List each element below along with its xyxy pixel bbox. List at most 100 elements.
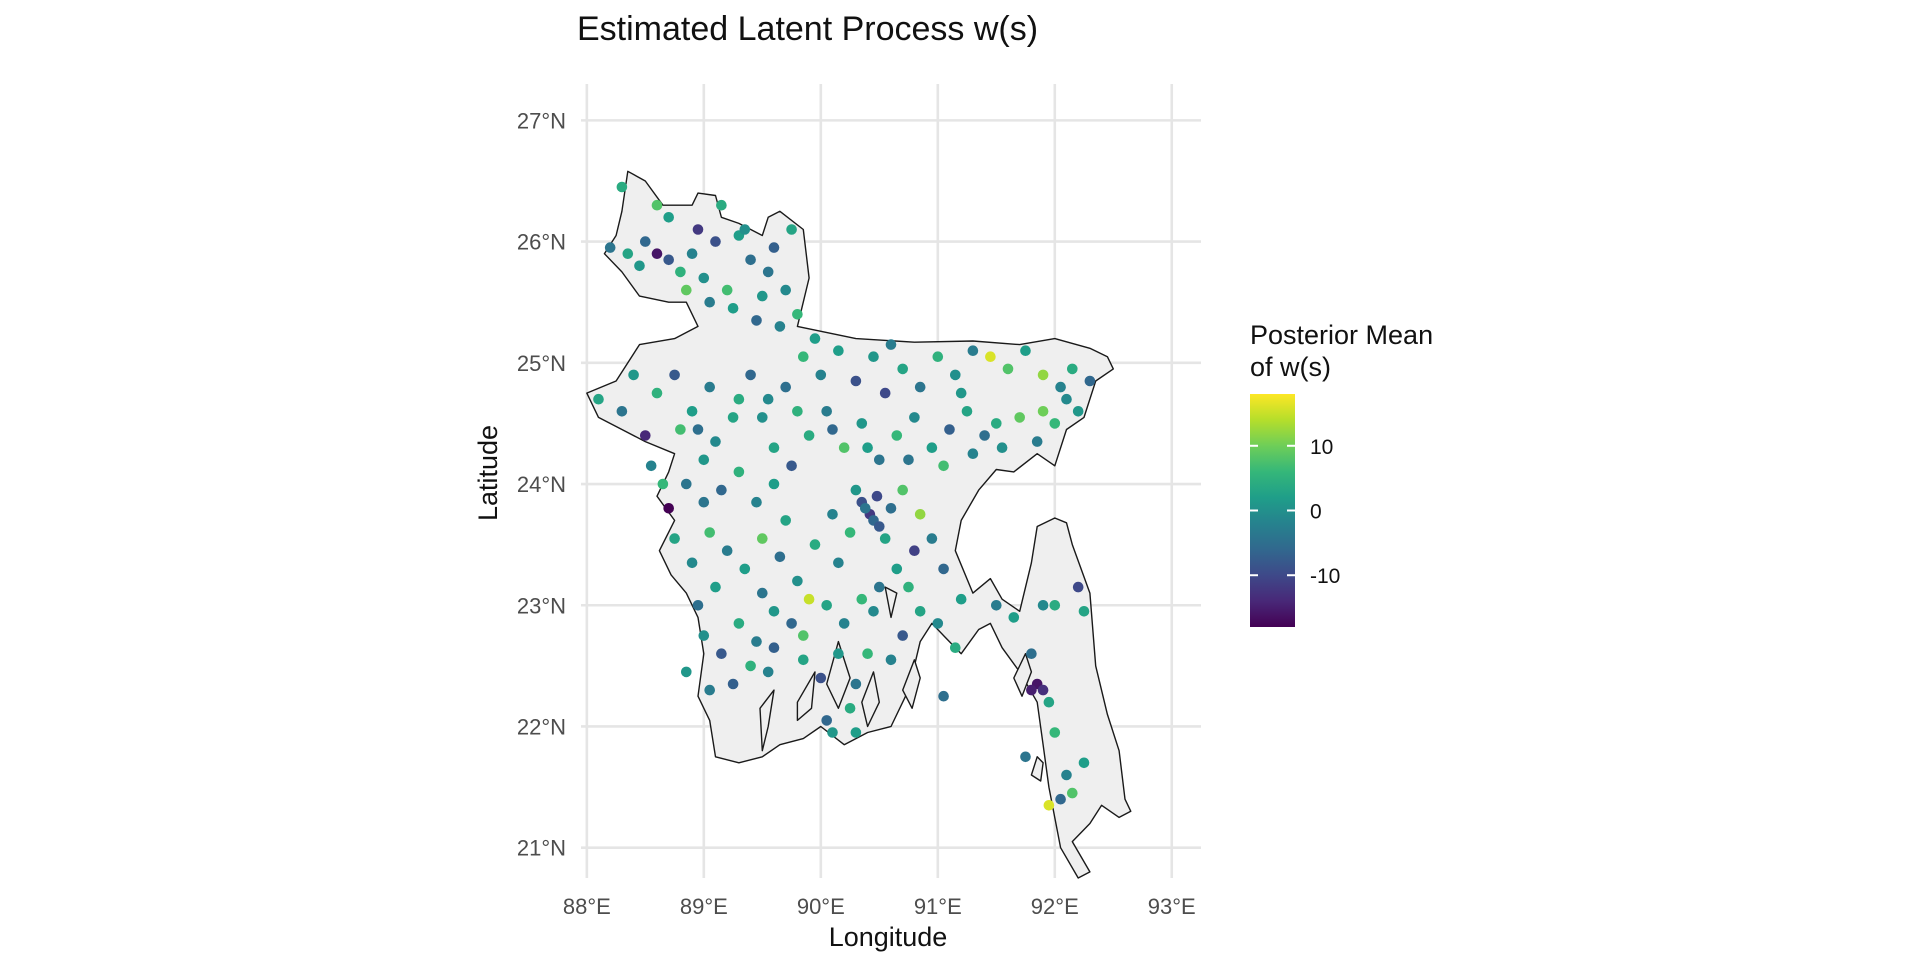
data-point-18 <box>768 242 780 253</box>
data-point-128 <box>798 654 809 666</box>
data-point-185 <box>757 587 768 599</box>
data-point-57 <box>1002 363 1014 375</box>
data-point-45 <box>798 351 809 363</box>
data-point-115 <box>821 600 832 611</box>
data-point-10 <box>686 248 698 259</box>
data-point-110 <box>909 545 920 556</box>
data-point-124 <box>710 581 721 593</box>
data-point-46 <box>815 369 827 381</box>
data-point-109 <box>926 533 938 544</box>
data-point-78 <box>803 430 815 441</box>
data-point-93 <box>774 551 786 563</box>
y-axis-ticks: 21°N 22°N 23°N 24°N 25°N 26°N 27°N <box>517 108 566 860</box>
data-point-39 <box>710 436 721 447</box>
data-point-153 <box>1043 800 1055 811</box>
data-point-132 <box>862 648 873 659</box>
data-point-120 <box>733 618 745 629</box>
data-point-97 <box>844 527 856 538</box>
data-point-147 <box>1026 684 1037 696</box>
data-point-56 <box>985 351 996 363</box>
data-point-123 <box>692 600 704 611</box>
data-point-180 <box>903 581 914 593</box>
data-point-101 <box>874 521 885 532</box>
data-point-3 <box>640 236 651 247</box>
country-mainland <box>586 170 1132 879</box>
country-island-3 <box>826 640 851 709</box>
data-point-77 <box>821 406 832 417</box>
data-point-104 <box>879 533 891 544</box>
data-point-161 <box>657 478 669 490</box>
data-point-64 <box>1049 418 1061 429</box>
data-point-141 <box>827 727 838 738</box>
data-point-58 <box>1020 345 1031 357</box>
data-point-164 <box>762 393 774 405</box>
data-point-150 <box>1061 769 1072 781</box>
data-point-67 <box>996 442 1008 454</box>
data-point-183 <box>868 606 879 617</box>
data-point-131 <box>850 678 862 690</box>
data-point-51 <box>897 363 908 375</box>
colorbar-tick-label-2: -10 <box>1310 565 1340 588</box>
data-point-149 <box>1049 727 1061 738</box>
data-point-30 <box>593 393 604 405</box>
data-point-162 <box>692 424 704 435</box>
data-point-184 <box>798 630 809 641</box>
x-tick-label-4: 92°E <box>1031 894 1079 919</box>
data-point-5 <box>622 248 634 259</box>
data-point-59 <box>1037 369 1049 381</box>
data-point-165 <box>792 406 803 417</box>
data-point-146 <box>1037 684 1049 696</box>
data-point-155 <box>1072 581 1084 593</box>
data-point-170 <box>967 448 979 460</box>
x-tick-label-0: 88°E <box>563 894 611 919</box>
data-point-21 <box>792 309 803 320</box>
data-point-40 <box>733 393 745 405</box>
data-point-173 <box>1061 393 1072 405</box>
colorbar-tick-label-0: 10 <box>1310 436 1333 459</box>
data-point-49 <box>868 351 879 363</box>
data-point-8 <box>663 254 674 266</box>
data-point-80 <box>768 478 780 490</box>
data-point-63 <box>1072 406 1084 417</box>
data-point-171 <box>991 418 1002 429</box>
data-point-140 <box>821 715 832 726</box>
data-point-62 <box>1084 375 1096 387</box>
data-point-53 <box>932 351 944 363</box>
data-point-106 <box>850 484 862 496</box>
data-point-169 <box>938 460 949 472</box>
data-point-89 <box>704 527 715 538</box>
data-point-34 <box>628 369 639 381</box>
country-island-4 <box>861 671 880 728</box>
country-outline <box>586 170 1132 879</box>
data-point-47 <box>833 345 844 357</box>
data-point-105 <box>885 503 897 514</box>
data-point-69 <box>961 406 973 417</box>
data-point-148 <box>1043 696 1055 708</box>
data-point-65 <box>1031 436 1043 447</box>
data-point-139 <box>850 727 862 738</box>
data-point-22 <box>692 224 704 235</box>
y-tick-label-0: 21°N <box>517 836 566 861</box>
data-point-174 <box>809 333 821 344</box>
data-point-187 <box>704 684 715 696</box>
data-point-175 <box>885 339 897 350</box>
data-point-82 <box>733 466 745 478</box>
data-point-179 <box>833 557 844 569</box>
data-point-113 <box>856 593 868 605</box>
data-point-55 <box>967 345 979 357</box>
data-point-152 <box>1055 793 1066 805</box>
data-point-137 <box>950 642 961 653</box>
chart-title: Estimated Latent Process w(s) <box>577 10 1038 48</box>
data-point-189 <box>768 642 780 653</box>
data-point-9 <box>675 266 686 278</box>
x-tick-label-1: 89°E <box>680 894 728 919</box>
data-point-176 <box>955 387 967 399</box>
legend-title-line-1: Posterior Mean <box>1250 320 1433 350</box>
data-point-178 <box>780 515 791 526</box>
data-point-19 <box>786 224 797 235</box>
data-point-79 <box>786 460 797 472</box>
y-tick-label-3: 24°N <box>517 472 566 497</box>
data-point-17 <box>757 290 768 302</box>
